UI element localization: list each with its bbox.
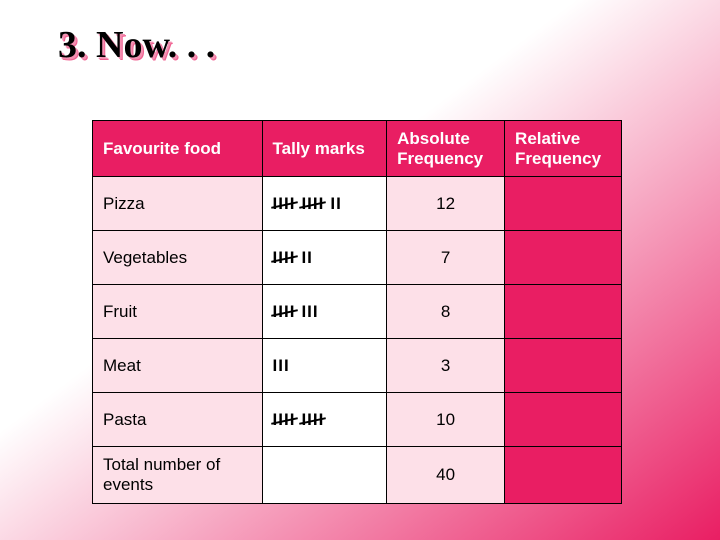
cell-absolute: 7 <box>387 231 505 285</box>
cell-food: Pasta <box>93 393 263 447</box>
table-row: FruitIIIIIII8 <box>93 285 622 339</box>
cell-total-absolute: 40 <box>387 447 505 504</box>
cell-total-tally <box>262 447 387 504</box>
header-food: Favourite food <box>93 121 263 177</box>
cell-tally: III <box>262 339 387 393</box>
cell-absolute: 3 <box>387 339 505 393</box>
table-body: PizzaIIIIIIIIII12VegetablesIIIIII7FruitI… <box>93 177 622 504</box>
table-row: PastaIIIIIIII10 <box>93 393 622 447</box>
cell-tally: IIIIII <box>262 231 387 285</box>
cell-total-relative <box>505 447 622 504</box>
header-tally: Tally marks <box>262 121 387 177</box>
cell-absolute: 8 <box>387 285 505 339</box>
frequency-table: Favourite food Tally marks Absolute Freq… <box>92 120 622 504</box>
slide-title: 3. Now. . . <box>58 23 215 67</box>
cell-relative <box>505 339 622 393</box>
table-total-row: Total number of events 40 <box>93 447 622 504</box>
table-row: PizzaIIIIIIIIII12 <box>93 177 622 231</box>
table-row: MeatIII3 <box>93 339 622 393</box>
table-row: VegetablesIIIIII7 <box>93 231 622 285</box>
frequency-table-container: Favourite food Tally marks Absolute Freq… <box>92 120 622 504</box>
cell-food: Vegetables <box>93 231 263 285</box>
table-header-row: Favourite food Tally marks Absolute Freq… <box>93 121 622 177</box>
cell-food: Fruit <box>93 285 263 339</box>
header-absolute: Absolute Frequency <box>387 121 505 177</box>
header-relative: Relative Frequency <box>505 121 622 177</box>
cell-absolute: 10 <box>387 393 505 447</box>
cell-relative <box>505 177 622 231</box>
cell-food: Meat <box>93 339 263 393</box>
cell-food: Pizza <box>93 177 263 231</box>
cell-tally: IIIIIII <box>262 285 387 339</box>
cell-absolute: 12 <box>387 177 505 231</box>
cell-tally: IIIIIIII <box>262 393 387 447</box>
cell-relative <box>505 393 622 447</box>
cell-relative <box>505 231 622 285</box>
cell-relative <box>505 285 622 339</box>
cell-total-label: Total number of events <box>93 447 263 504</box>
cell-tally: IIIIIIIIII <box>262 177 387 231</box>
